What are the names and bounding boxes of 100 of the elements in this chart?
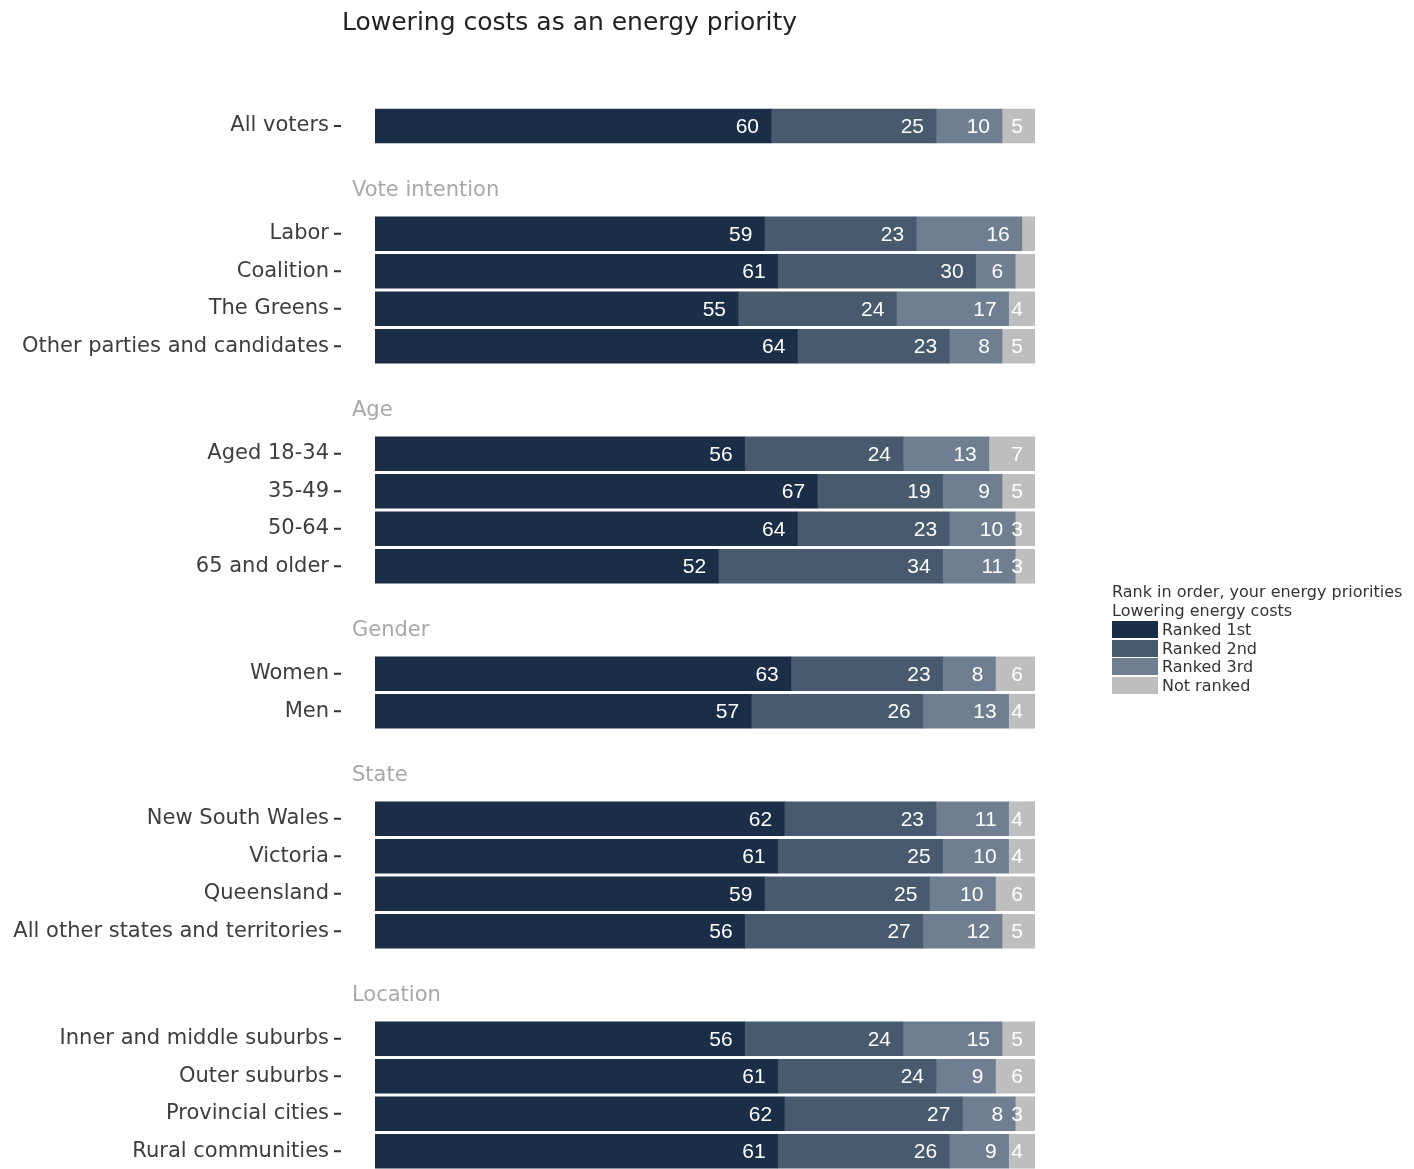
bar	[717, 548, 943, 584]
bar	[744, 435, 904, 471]
legend-label: Ranked 1st	[1162, 620, 1252, 639]
data-label: 11	[981, 553, 1004, 577]
data-label: 34	[907, 553, 931, 577]
data-label: 24	[867, 1026, 892, 1050]
bar	[375, 875, 765, 911]
data-label: 9	[978, 478, 990, 502]
bar	[783, 800, 937, 836]
bar	[764, 215, 917, 251]
bar	[797, 328, 950, 364]
bar	[1014, 253, 1035, 289]
y-tick-label: Other parties and candidates	[21, 332, 329, 357]
bar	[1001, 328, 1035, 364]
bar	[797, 510, 950, 546]
bar	[1021, 215, 1035, 251]
data-label: 24	[861, 296, 885, 320]
data-label: 16	[986, 221, 1010, 245]
data-label: 8	[978, 333, 990, 357]
y-tick-label: Coalition	[236, 257, 329, 282]
bar	[948, 328, 1003, 364]
chart-title: Age	[352, 396, 393, 421]
y-tick-label: Rural communities	[132, 1137, 329, 1162]
data-label: 63	[755, 661, 779, 685]
bar	[995, 875, 1035, 911]
y-tick-label: The Greens	[207, 294, 329, 319]
y-tick-label: Inner and middle suburbs	[59, 1024, 329, 1049]
data-label: 5	[1011, 113, 1023, 137]
bar	[375, 913, 745, 949]
bar	[375, 693, 752, 729]
data-label: 60	[735, 113, 759, 137]
data-label: 4	[1011, 806, 1024, 830]
bar	[375, 510, 798, 546]
data-label: 9	[984, 1138, 997, 1162]
data-label: 7	[1011, 441, 1023, 465]
data-label: 5	[1011, 1026, 1023, 1050]
bar	[375, 800, 785, 836]
data-label: 56	[709, 918, 733, 942]
bar	[375, 328, 798, 364]
data-label: 61	[742, 1138, 766, 1162]
bar	[777, 253, 976, 289]
bar	[790, 655, 943, 691]
y-tick-label: Provincial cities	[166, 1099, 329, 1124]
data-label: 56	[709, 441, 733, 465]
data-label: 62	[748, 1101, 773, 1125]
bar	[375, 655, 792, 691]
data-label: 27	[887, 918, 911, 942]
data-label: 13	[973, 698, 997, 722]
data-label: 57	[715, 698, 740, 722]
bar	[375, 1095, 785, 1131]
data-label: 6	[1011, 1063, 1023, 1087]
y-tick-label: Queensland	[203, 879, 329, 904]
y-tick-label: Women	[249, 659, 329, 684]
data-label: 15	[966, 1026, 990, 1050]
bar	[737, 290, 897, 326]
data-label: 67	[781, 478, 806, 502]
data-label: 4	[1011, 843, 1024, 867]
bar	[375, 548, 719, 584]
bar	[915, 215, 1023, 251]
y-tick-label: Victoria	[249, 842, 329, 867]
y-tick-label: Men	[284, 697, 329, 722]
legend-label: Ranked 3rd	[1162, 657, 1254, 676]
bar	[816, 473, 943, 509]
y-tick-label: 50-64	[267, 514, 329, 539]
data-label: 4	[1011, 1138, 1024, 1162]
data-label: 64	[762, 516, 786, 540]
data-label: 23	[913, 516, 938, 540]
data-label: 25	[894, 881, 918, 905]
bar	[929, 875, 996, 911]
bar	[375, 290, 739, 326]
data-label: 25	[907, 843, 931, 867]
bar	[375, 1058, 778, 1094]
data-label: 17	[973, 296, 997, 320]
data-label: 6	[1011, 881, 1023, 905]
y-tick-label: All voters	[230, 112, 329, 137]
bar	[922, 693, 1009, 729]
data-label: 5	[1011, 478, 1023, 502]
chart-title: Vote intention	[352, 176, 500, 201]
bar	[922, 913, 1003, 949]
bar	[948, 1133, 1009, 1169]
data-label: 8	[971, 661, 984, 685]
data-label: 10	[973, 843, 997, 867]
bar	[935, 108, 1003, 144]
data-label: 30	[940, 258, 964, 282]
bar	[902, 435, 990, 471]
bar	[1001, 1020, 1035, 1056]
data-label: 24	[900, 1063, 925, 1087]
bar	[744, 1020, 904, 1056]
bar	[375, 435, 745, 471]
chart-title: Gender	[352, 616, 430, 641]
bar	[375, 838, 778, 874]
data-label: 52	[682, 553, 707, 577]
chart-title: State	[352, 761, 408, 786]
bar	[764, 875, 930, 911]
chart-title: Location	[352, 981, 441, 1006]
bar	[988, 435, 1035, 471]
bar	[375, 1020, 745, 1056]
bar	[750, 693, 924, 729]
data-label: 8	[991, 1101, 1004, 1125]
bar	[1001, 913, 1035, 949]
